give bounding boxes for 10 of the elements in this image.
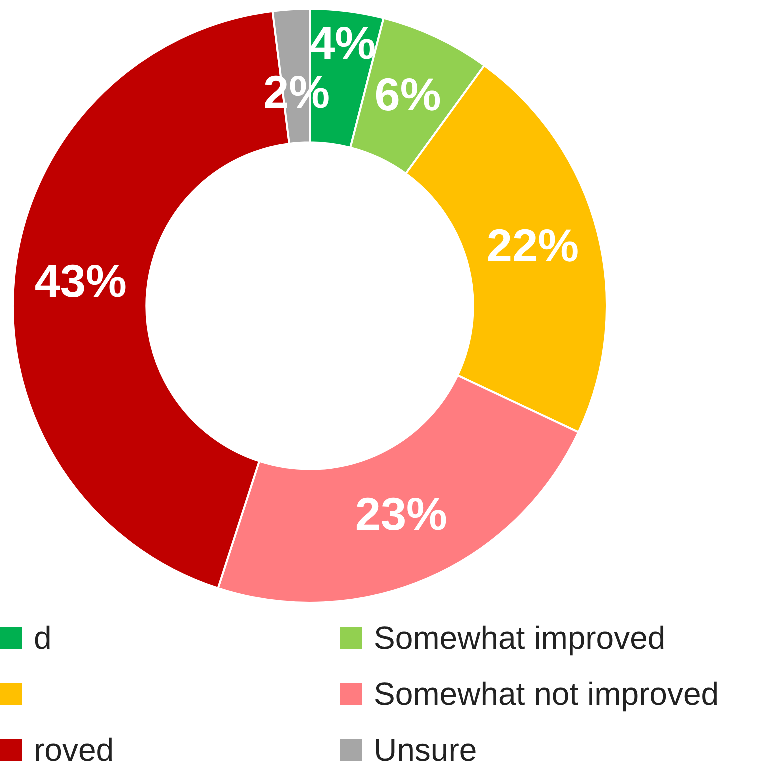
data-label: 22% [486, 219, 579, 272]
legend-label: Unsure [374, 732, 478, 766]
data-label: 23% [355, 488, 448, 540]
data-label: 4% [310, 16, 376, 69]
data-label: 6% [374, 68, 442, 120]
legend-label: d [34, 620, 52, 656]
legend-label: Somewhat improved [374, 620, 666, 656]
legend-label: roved [34, 732, 114, 766]
legend-label: Somewhat not improved [374, 676, 720, 712]
data-label: 43% [34, 255, 127, 308]
